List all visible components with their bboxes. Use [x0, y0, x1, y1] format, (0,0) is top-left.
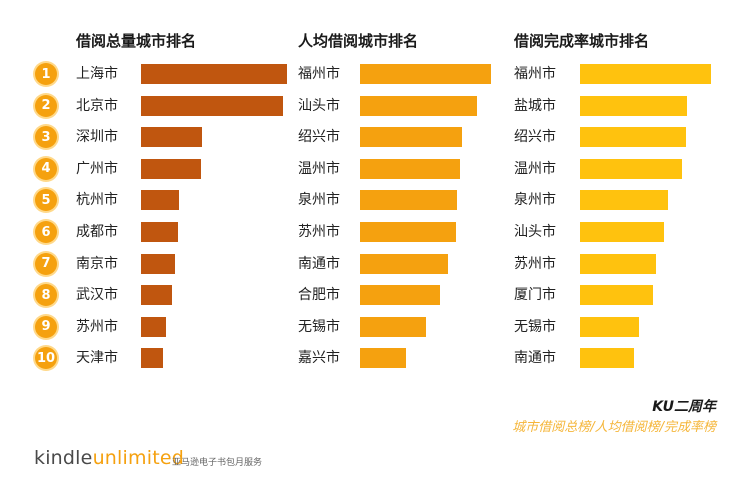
rank-badge-4: 4 — [35, 157, 57, 180]
city-label: 温州市 — [514, 160, 556, 177]
bar-广州市 — [141, 158, 201, 179]
bar-苏州市 — [360, 222, 456, 242]
city-label: 苏州市 — [514, 255, 556, 272]
bar-南京市 — [141, 253, 175, 274]
city-label: 嘉兴市 — [298, 350, 340, 367]
city-label: 合肥市 — [298, 287, 340, 304]
city-label: 厦门市 — [514, 287, 556, 304]
footer-subtitle: 城市借阅总榜/人均借阅榜/完成率榜 — [512, 420, 716, 435]
bar-温州市 — [360, 158, 460, 179]
city-label: 成都市 — [76, 224, 118, 240]
footer-title: KU二周年 — [652, 399, 716, 415]
rank-badge-1: 1 — [35, 63, 57, 85]
chart-title-1: 借阅总量城市排名 — [76, 32, 197, 50]
bar-南通市 — [360, 253, 448, 274]
logo-kindle-text: kindle — [34, 447, 93, 469]
bar-无锡市 — [580, 316, 639, 337]
chart-title-2: 人均借阅城市排名 — [298, 32, 419, 50]
city-label: 杭州市 — [76, 192, 118, 209]
city-label: 南通市 — [514, 350, 556, 367]
bar-福州市 — [580, 64, 711, 84]
rank-badge-3: 3 — [35, 126, 57, 149]
city-label: 温州市 — [298, 160, 340, 177]
bar-福州市 — [360, 64, 491, 84]
city-label: 南通市 — [298, 255, 340, 272]
city-label: 绍兴市 — [298, 129, 340, 146]
rank-badge-2: 2 — [35, 94, 57, 117]
bar-天津市 — [141, 348, 163, 369]
city-label: 绍兴市 — [514, 129, 556, 146]
city-label: 北京市 — [76, 97, 118, 114]
city-label: 福州市 — [298, 66, 340, 82]
bar-北京市 — [141, 95, 283, 116]
rank-badge-8: 8 — [35, 284, 57, 307]
city-label: 苏州市 — [76, 318, 118, 335]
city-label: 泉州市 — [298, 192, 340, 209]
city-label: 汕头市 — [298, 97, 340, 114]
bar-苏州市 — [580, 253, 656, 274]
bar-绍兴市 — [580, 127, 687, 148]
bar-深圳市 — [141, 127, 203, 148]
rank-badge-10: 10 — [35, 347, 57, 370]
bar-汕头市 — [580, 222, 664, 242]
city-label: 苏州市 — [298, 224, 340, 240]
bar-泉州市 — [360, 190, 457, 211]
city-label: 广州市 — [76, 160, 118, 177]
logo-unlimited-text: unlimited — [92, 447, 184, 469]
rank-badge-5: 5 — [35, 189, 57, 212]
bar-汕头市 — [360, 95, 477, 116]
city-label: 福州市 — [514, 66, 556, 82]
bar-无锡市 — [360, 316, 426, 337]
rank-badge-6: 6 — [35, 221, 57, 243]
city-label: 泉州市 — [514, 192, 556, 209]
logo-tagline: 亚马逊电子书包月服务 — [172, 458, 263, 468]
bar-温州市 — [580, 158, 683, 179]
city-label: 汕头市 — [514, 224, 556, 240]
bar-嘉兴市 — [360, 348, 406, 369]
bar-成都市 — [141, 222, 178, 242]
city-label: 无锡市 — [514, 318, 556, 335]
city-label: 天津市 — [76, 350, 118, 367]
city-label: 南京市 — [76, 255, 118, 272]
bar-苏州市 — [141, 316, 166, 337]
bar-盐城市 — [580, 95, 688, 116]
city-label: 上海市 — [76, 66, 118, 82]
kindle-unlimited-logo: kindleunlimited — [34, 447, 184, 469]
rank-badge-7: 7 — [35, 252, 57, 275]
city-label: 深圳市 — [76, 129, 118, 146]
city-label: 武汉市 — [76, 287, 118, 304]
city-label: 无锡市 — [298, 318, 340, 335]
rank-badge-9: 9 — [35, 315, 57, 338]
bar-绍兴市 — [360, 127, 463, 148]
chart-title-3: 借阅完成率城市排名 — [514, 32, 650, 50]
bar-合肥市 — [360, 285, 440, 306]
bar-厦门市 — [580, 285, 654, 306]
bar-杭州市 — [141, 190, 179, 211]
bar-泉州市 — [580, 190, 668, 211]
bar-上海市 — [141, 64, 287, 84]
bar-南通市 — [580, 348, 634, 369]
city-label: 盐城市 — [514, 97, 556, 114]
bar-武汉市 — [141, 285, 172, 306]
